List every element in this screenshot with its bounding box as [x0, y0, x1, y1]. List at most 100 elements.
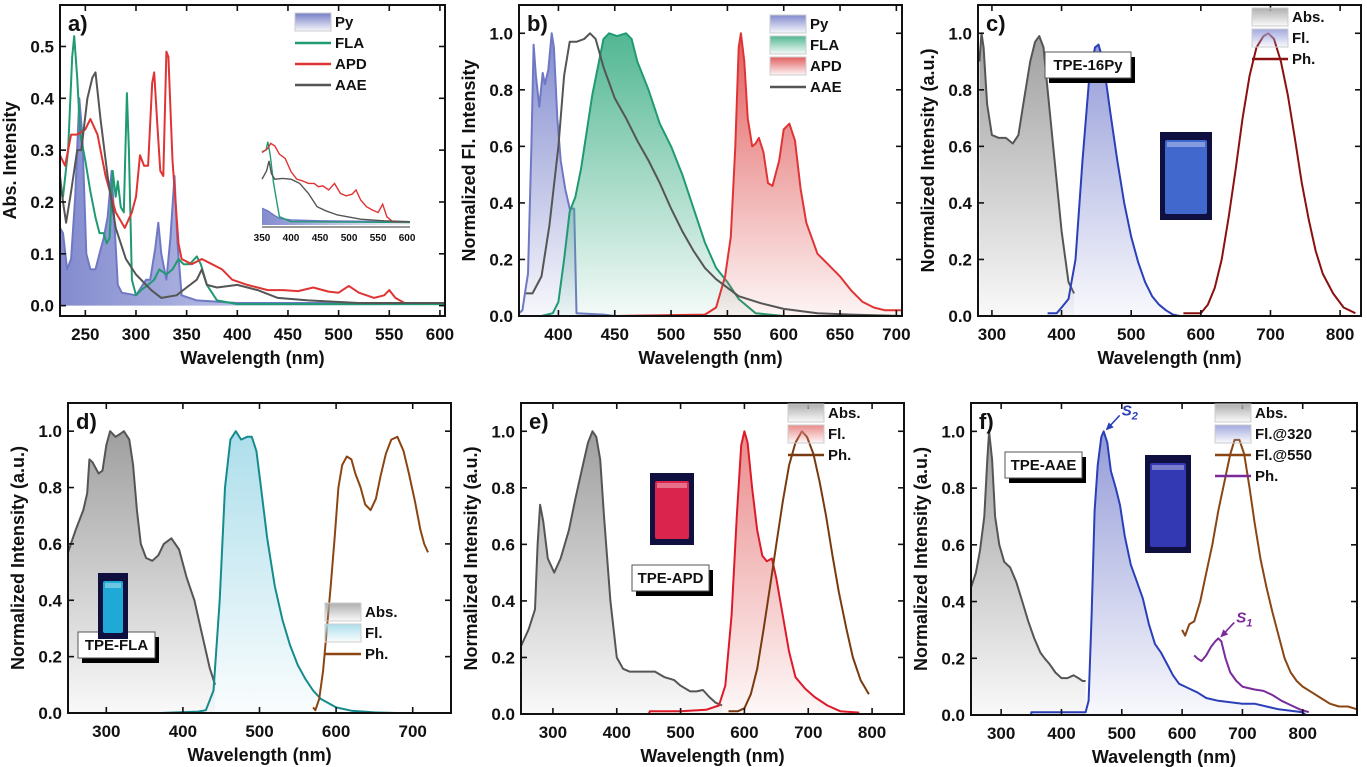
panel-d: 300 400 500 600 700 0.0 0.2 0.4 0.6 0.8 1.0 Wavelen…: [8, 402, 452, 765]
y-tick-label: 0.2: [30, 193, 54, 212]
label-box: [1044, 51, 1132, 79]
inset-x-tick-label: 400: [283, 233, 300, 244]
y-tick-label: 0.4: [30, 89, 54, 108]
x-tick-label: 500: [666, 723, 694, 742]
legend-label: Fl.@320: [1255, 426, 1312, 443]
legend-swatch: [787, 403, 825, 423]
series-line-abs: [68, 430, 217, 686]
series-line-abs: [521, 430, 723, 707]
y-tick-label: 0.2: [491, 648, 515, 667]
series-fill-abs: [979, 33, 1075, 316]
series-fill-abs: [68, 431, 216, 713]
legend: Abs. Fl. Ph.: [324, 602, 398, 663]
series-line-fl: [1047, 43, 1181, 316]
x-tick-label: 600: [770, 325, 798, 344]
legend-swatch: [769, 56, 807, 76]
annotation-label: S1: [1236, 609, 1252, 629]
cuvette-photo: [1160, 132, 1212, 220]
series-fill-abs: [971, 431, 1086, 715]
annotation-label: S2: [1122, 402, 1138, 422]
x-tick-label: 550: [713, 325, 741, 344]
legend-swatch: [1251, 28, 1289, 48]
y-tick-label: 1.0: [38, 422, 62, 441]
x-tick-label: 500: [1117, 325, 1145, 344]
plot-area-e: [521, 430, 870, 714]
label-box: [1004, 451, 1083, 479]
x-tick-label: 400: [603, 723, 631, 742]
y-axis-label: Abs. Intensity: [0, 101, 20, 219]
x-tick-label: 400: [1047, 724, 1075, 743]
inset-line-apd: [261, 142, 410, 223]
y-axis-label: Normalized Intensity (a.u.): [461, 446, 481, 670]
series-line-fl550: [1181, 438, 1357, 711]
plot-frame: [970, 402, 1358, 716]
y-axis-label: Normalized Intensity (a.u.): [8, 446, 28, 670]
panel-label: d): [76, 409, 97, 434]
x-tick-label: 800: [858, 723, 886, 742]
x-tick-label: 600: [1187, 325, 1215, 344]
x-axis-label: Wavelength (nm): [640, 746, 784, 766]
y-tick-label: 0.8: [489, 81, 513, 100]
series-line-py: [60, 97, 445, 304]
legend-swatch: [294, 12, 332, 32]
compound-label: TPE-APD: [638, 570, 704, 587]
legend: Abs. Fl. Ph.: [1251, 7, 1325, 68]
legend-label: AAE: [335, 77, 367, 94]
cuvette-photo: [98, 573, 128, 639]
legend-label: Py: [335, 14, 354, 31]
plot-area-a: [60, 35, 445, 306]
series-line-fl: [647, 430, 860, 714]
x-tick-label: 300: [122, 325, 150, 344]
x-axis-label: Wavelength (nm): [187, 745, 331, 765]
x-axis-label: Wavelength (nm): [1097, 348, 1241, 368]
label-box: [631, 564, 710, 592]
inset-line-fla: [261, 141, 411, 224]
series-line-fla: [541, 32, 784, 316]
plot-frame: [977, 4, 1362, 317]
y-tick-label: 0.0: [38, 704, 62, 723]
legend: Abs. Fl.@320 Fl.@550 Ph.: [1214, 403, 1312, 485]
y-axis-label: Normalized Intensity (a.u.): [918, 48, 938, 272]
y-tick-label: 0.2: [941, 649, 965, 668]
x-tick-label: 500: [657, 325, 685, 344]
cuvette-liquid: [103, 581, 123, 633]
y-tick-label: 1.0: [489, 24, 513, 43]
inset-x-tick-label: 500: [341, 233, 358, 244]
annotation-arrowhead: [1105, 422, 1114, 431]
series-line-fl: [159, 430, 398, 713]
y-tick-label: 0.6: [489, 137, 513, 156]
x-tick-label: 700: [1256, 325, 1284, 344]
x-axis-label: Wavelength (nm): [1092, 747, 1236, 767]
y-tick-label: 0.8: [38, 479, 62, 498]
inset-line-aae: [261, 160, 411, 223]
y-tick-label: 0.4: [38, 591, 62, 610]
legend-swatch: [1214, 403, 1252, 423]
cuvette-highlight: [105, 583, 121, 588]
cuvette-photo: [1145, 455, 1191, 553]
series-line-ph: [312, 435, 429, 712]
series-line-abs: [971, 430, 1086, 682]
legend-swatch: [1251, 7, 1289, 27]
series-fill-apd: [614, 33, 902, 316]
x-tick-label: 700: [1228, 724, 1256, 743]
x-tick-label: 400: [1047, 325, 1075, 344]
series-fill-fl: [648, 431, 860, 714]
y-tick-label: 0.0: [30, 297, 54, 316]
panel-label: b): [527, 11, 548, 36]
series-line-apd: [614, 32, 902, 316]
panel-label: a): [68, 11, 88, 36]
x-tick-label: 600: [426, 325, 454, 344]
x-tick-label: 300: [987, 724, 1015, 743]
series-line-apd: [60, 50, 445, 304]
legend-label: Ph.: [828, 447, 851, 464]
legend-swatch: [324, 602, 362, 622]
y-tick-label: 0.2: [948, 250, 972, 269]
legend-label: Ph.: [1292, 51, 1315, 68]
legend-label: APD: [335, 56, 367, 73]
legend-label: Abs.: [1255, 405, 1288, 422]
y-tick-label: 0.6: [948, 137, 972, 156]
plot-area-d: [68, 430, 429, 713]
x-axis-label: Wavelength (nm): [638, 348, 782, 368]
x-tick-label: 550: [375, 325, 403, 344]
